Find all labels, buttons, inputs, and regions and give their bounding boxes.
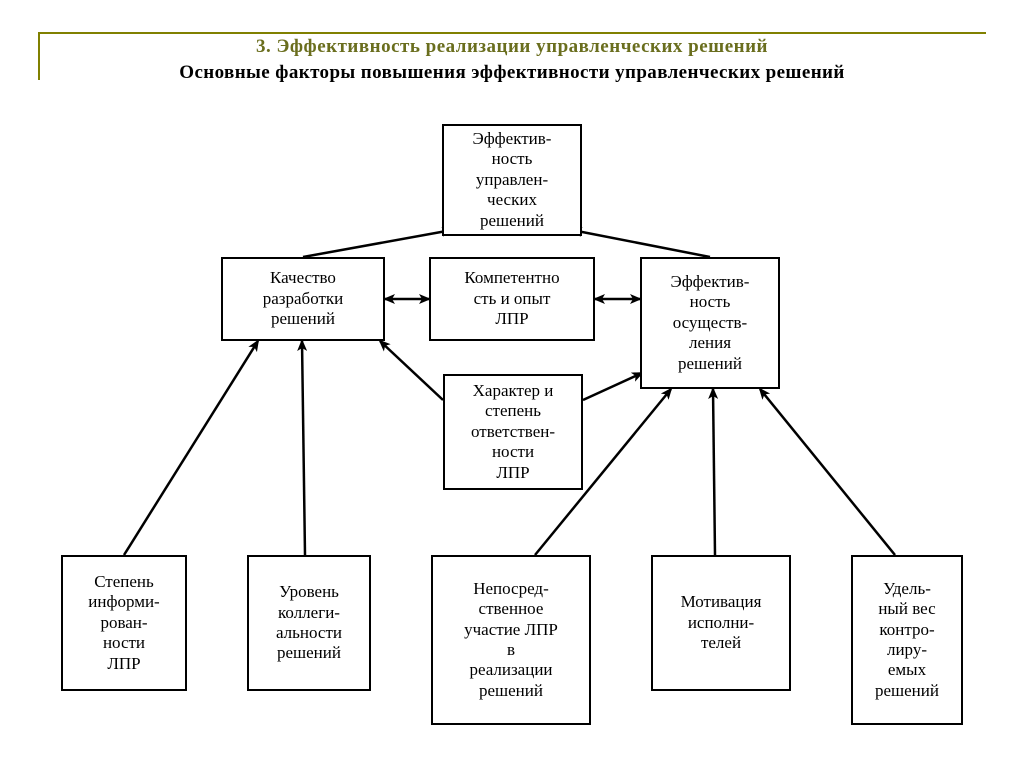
node-comp: Компетентно сть и опыт ЛПР xyxy=(429,257,595,341)
edge-inform-quality xyxy=(124,341,258,555)
page-subtitle: Основные факторы повышения эффективности… xyxy=(0,62,1024,84)
node-colleg: Уровень коллеги- альности решений xyxy=(247,555,371,691)
node-motiv: Мотивация исполни- телей xyxy=(651,555,791,691)
node-inform: Степень информи- рован- ности ЛПР xyxy=(61,555,187,691)
frame-top xyxy=(38,32,986,34)
node-quality: Качество разработки решений xyxy=(221,257,385,341)
node-effimpl: Эффектив- ность осуществ- ления решений xyxy=(640,257,780,389)
node-weight: Удель- ный вес контро- лиру- емых решени… xyxy=(851,555,963,725)
node-top: Эффектив- ность управлен- ческих решений xyxy=(442,124,582,236)
page-title: 3. Эффективность реализации управленческ… xyxy=(0,36,1024,58)
edge-weight-effimpl xyxy=(760,389,895,555)
edge-quality-top xyxy=(303,230,452,257)
node-char: Характер и степень ответствен- ности ЛПР xyxy=(443,374,583,490)
edge-effimpl-top xyxy=(572,230,710,257)
edge-char-quality xyxy=(380,341,443,400)
node-partic: Непосред- ственное участие ЛПР в реализа… xyxy=(431,555,591,725)
edge-char-effimpl xyxy=(583,373,642,400)
edge-motiv-effimpl xyxy=(713,389,715,555)
edge-colleg-quality xyxy=(302,341,305,555)
